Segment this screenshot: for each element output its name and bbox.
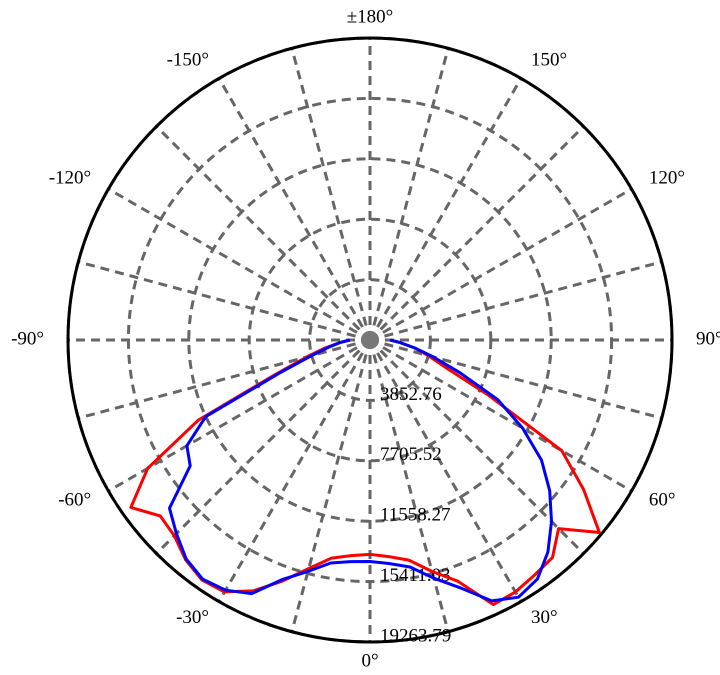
- grid-spoke: [368, 339, 523, 603]
- theta-tick-label: -150°: [167, 49, 209, 70]
- grid-spoke: [107, 338, 371, 493]
- theta-tick-label: 0°: [361, 650, 378, 670]
- grid-spoke: [290, 339, 372, 633]
- grid-spoke: [217, 77, 372, 341]
- grid-spoke: [290, 47, 372, 341]
- grid-spoke: [77, 338, 371, 420]
- theta-tick-label: -30°: [176, 607, 209, 628]
- r-tick-label: 7705.52: [380, 444, 442, 465]
- r-tick-label: 3852.76: [380, 384, 442, 405]
- grid-spoke: [368, 77, 523, 341]
- center-dot: [361, 331, 379, 349]
- grid-spoke: [77, 260, 371, 342]
- theta-tick-label: -90°: [11, 328, 44, 349]
- grid-spoke: [369, 260, 663, 342]
- theta-tick-label: 90°: [696, 328, 720, 349]
- grid-spoke: [369, 338, 633, 493]
- theta-tick-label: -120°: [49, 167, 91, 188]
- theta-tick-label: 30°: [531, 607, 558, 628]
- grid-spoke: [368, 338, 585, 555]
- theta-tick-label: -60°: [58, 489, 91, 510]
- r-tick-label: 19263.79: [380, 625, 451, 646]
- grid-spoke: [155, 125, 372, 342]
- grid-spoke: [369, 338, 663, 420]
- series-line: [168, 338, 553, 603]
- grid-spoke: [369, 187, 633, 342]
- grid-spoke: [368, 47, 450, 341]
- theta-tick-label: ±180°: [347, 6, 394, 27]
- grid-spoke: [368, 339, 450, 633]
- grid-spoke: [155, 338, 372, 555]
- grid-spoke: [368, 125, 585, 342]
- series-line: [129, 338, 601, 607]
- grid-spoke: [107, 187, 371, 342]
- r-tick-label: 11558.27: [380, 505, 451, 526]
- outer-circle: [66, 36, 674, 644]
- theta-tick-label: 120°: [649, 167, 685, 188]
- theta-tick-label: 150°: [531, 49, 567, 70]
- grid-spoke: [217, 339, 372, 603]
- theta-tick-label: 60°: [649, 489, 676, 510]
